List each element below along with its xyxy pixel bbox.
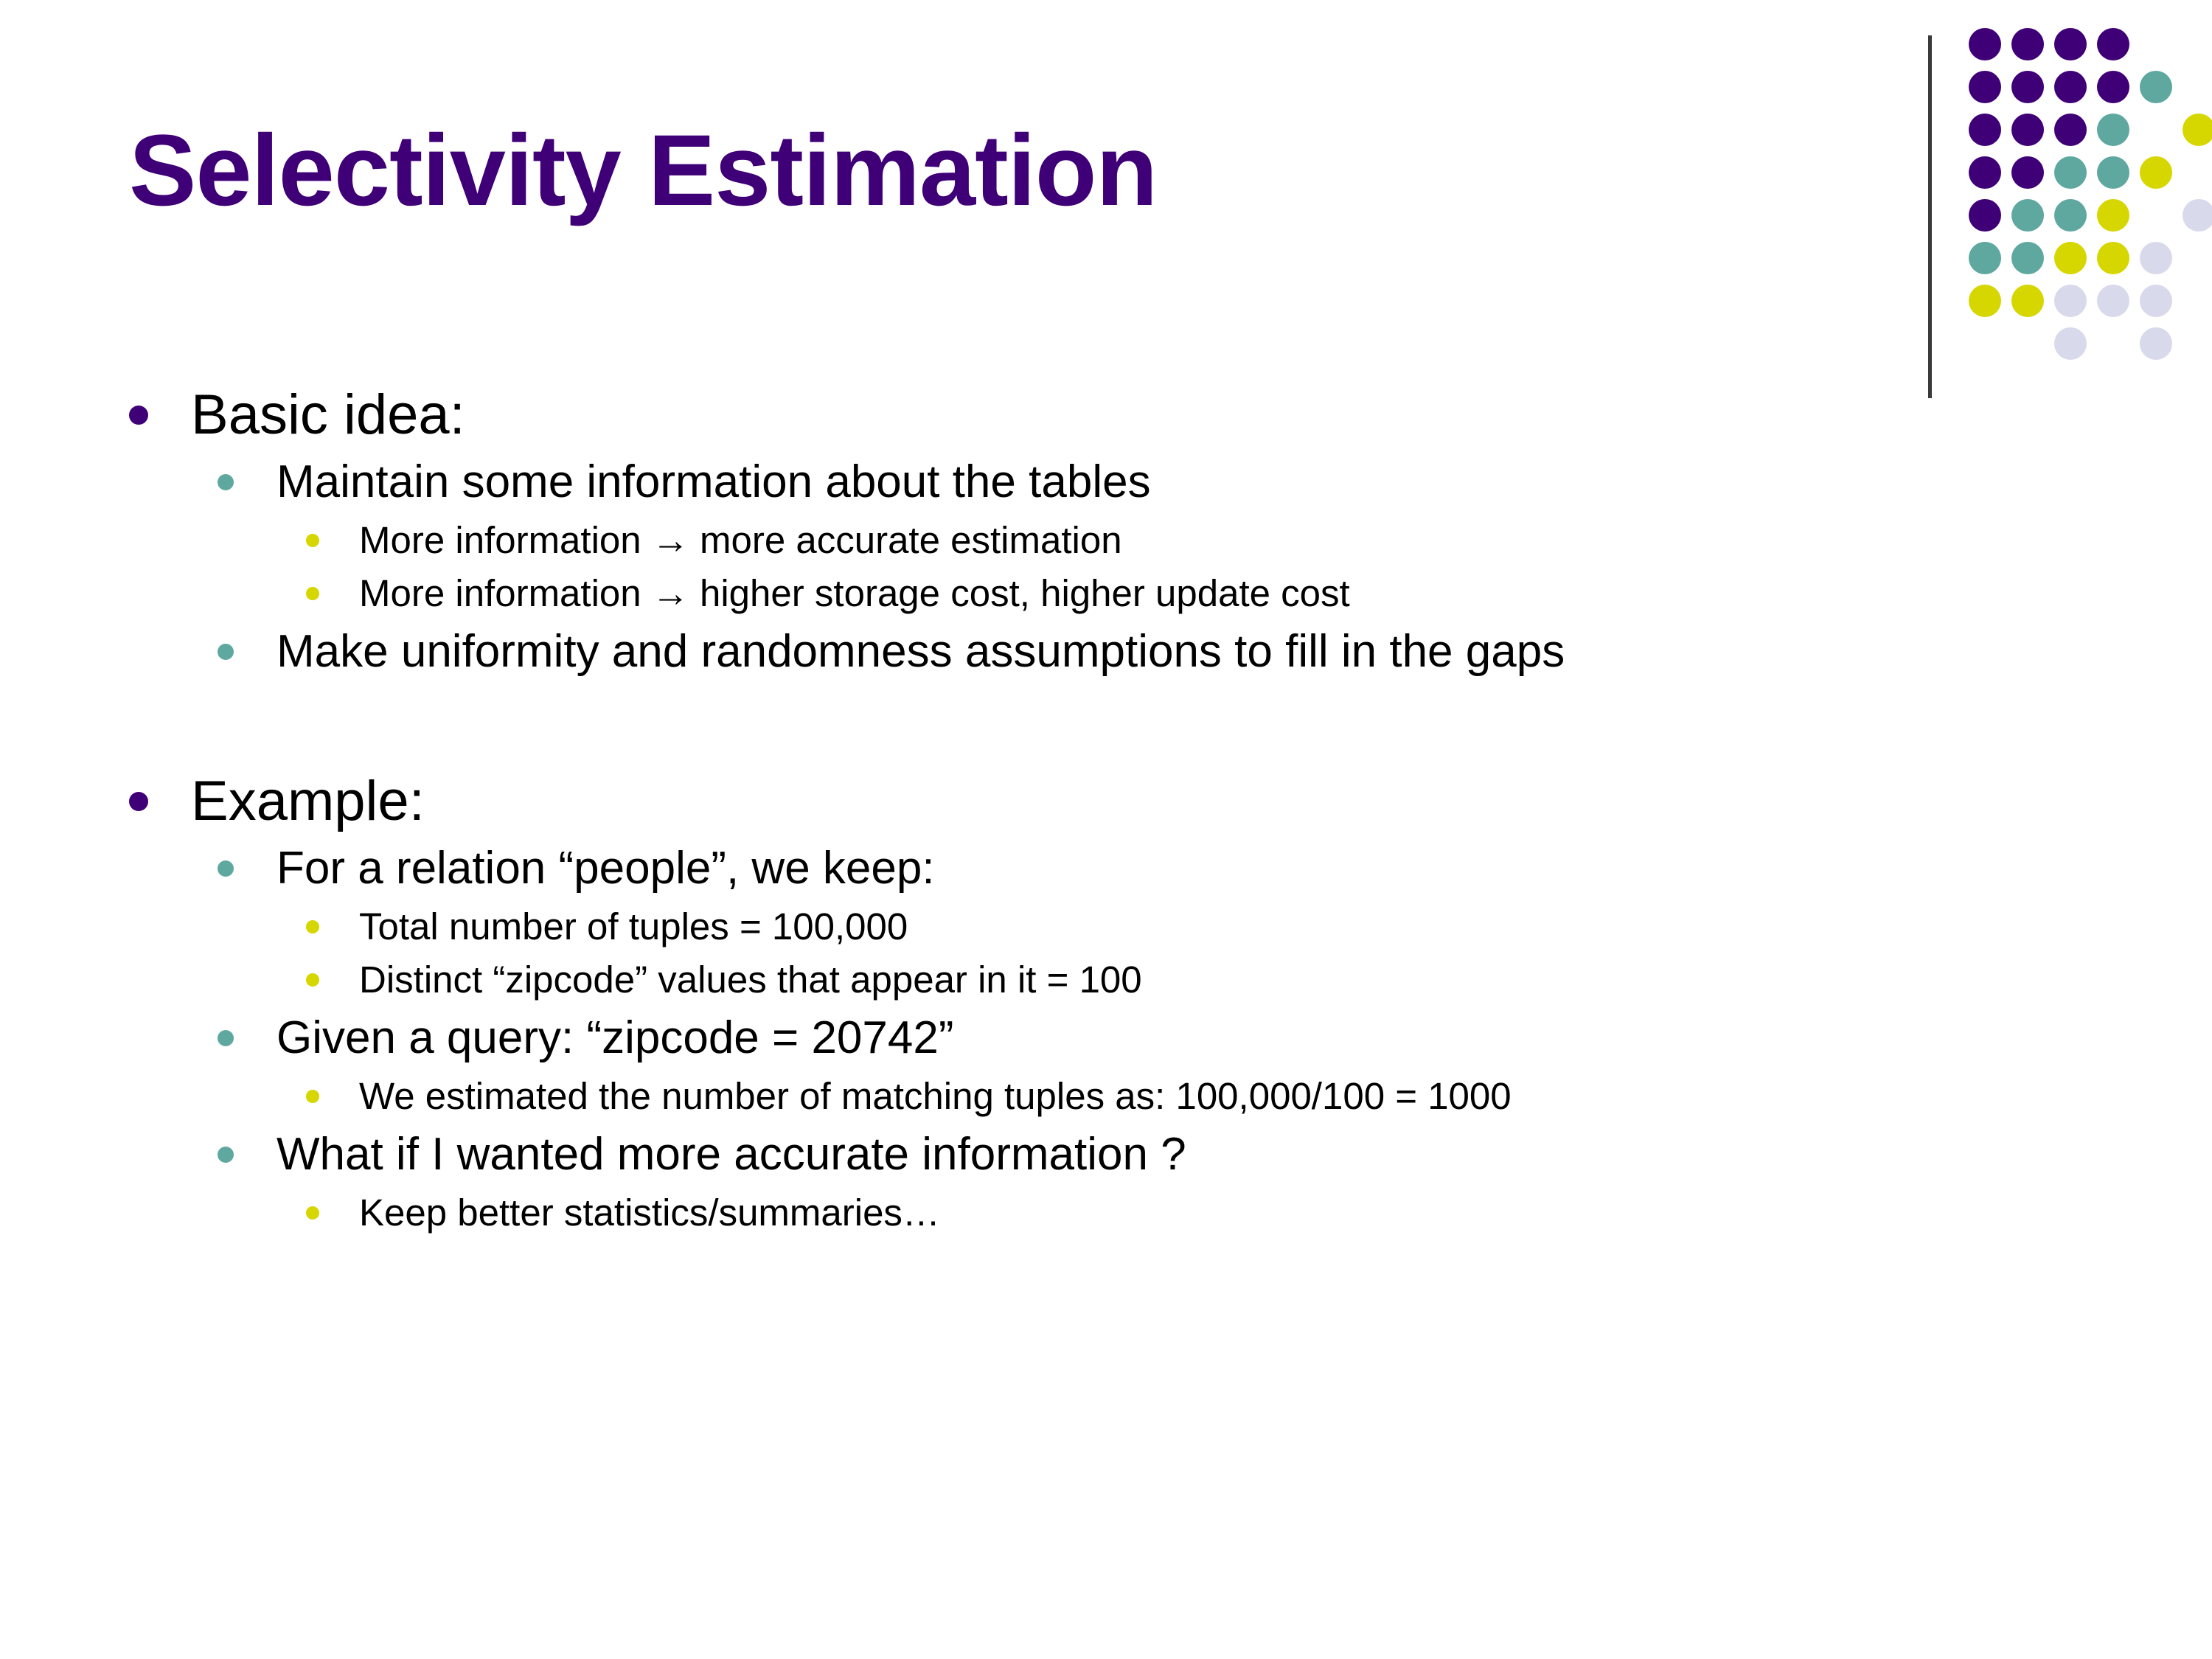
logo-dot xyxy=(2097,28,2129,60)
logo-dot xyxy=(2011,71,2044,103)
logo-dot xyxy=(2097,156,2129,189)
bullet-item-level2: Given a query: “zipcode = 20742” xyxy=(218,1006,2212,1070)
logo-dot xyxy=(1969,242,2001,274)
logo-dot xyxy=(2011,156,2044,189)
logo-dot xyxy=(2140,71,2172,103)
bullet-text: Basic idea: xyxy=(191,383,465,446)
logo-dot xyxy=(2011,114,2044,146)
bullet-marker-icon xyxy=(129,766,191,837)
logo-dot xyxy=(2054,242,2087,274)
bullet-item-level3: Distinct “zipcode” values that appear in… xyxy=(306,953,2212,1006)
logo-dot xyxy=(2097,285,2129,317)
logo-dot xyxy=(2011,28,2044,60)
bullet-item-level1: Example: xyxy=(129,766,2212,837)
logo-dot xyxy=(2097,114,2129,146)
logo-dot xyxy=(1969,114,2001,146)
logo-dot xyxy=(2183,199,2212,232)
bullet-marker-icon xyxy=(129,380,191,451)
logo-dot xyxy=(2054,327,2087,360)
bullet-text: Make uniformity and randomness assumptio… xyxy=(276,626,1565,677)
bullet-marker-icon xyxy=(218,620,276,684)
bullet-marker-icon xyxy=(306,953,359,1006)
logo-dot xyxy=(2054,199,2087,232)
bullet-text: Maintain some information about the tabl… xyxy=(276,456,1151,507)
bullet-text: Given a query: “zipcode = 20742” xyxy=(276,1012,954,1063)
bullet-item-level3: Keep better statistics/summaries… xyxy=(306,1186,2212,1239)
bullet-item-level2: What if I wanted more accurate informati… xyxy=(218,1123,2212,1186)
bullet-marker-icon xyxy=(218,837,276,900)
logo-dot-grid xyxy=(1969,28,2212,382)
logo-dot xyxy=(2140,156,2172,189)
logo-dot xyxy=(1969,71,2001,103)
logo-dot xyxy=(2054,71,2087,103)
bullet-item-level3: More information → more accurate estimat… xyxy=(306,514,2212,567)
bullet-text: We estimated the number of matching tupl… xyxy=(359,1075,1512,1117)
bullet-text: For a relation “people”, we keep: xyxy=(276,843,935,894)
bullet-item-level3: More information → higher storage cost, … xyxy=(306,567,2212,620)
bullet-item-level1: Basic idea: xyxy=(129,380,2212,451)
logo-dot xyxy=(1969,199,2001,232)
logo-dot xyxy=(2054,114,2087,146)
logo-dot xyxy=(2140,285,2172,317)
bullet-text: Distinct “zipcode” values that appear in… xyxy=(359,959,1142,1001)
logo-divider-line xyxy=(1928,35,1932,398)
bullet-item-level2: Maintain some information about the tabl… xyxy=(218,451,2212,514)
logo-dot xyxy=(2097,199,2129,232)
slide-body: Basic idea: Maintain some information abo… xyxy=(0,380,2212,1239)
bullet-marker-icon xyxy=(306,1070,359,1123)
bullet-marker-icon xyxy=(306,514,359,567)
slide-title: Selectivity Estimation xyxy=(129,114,1158,227)
logo-dot xyxy=(1969,28,2001,60)
logo-dot xyxy=(2097,242,2129,274)
logo-dot xyxy=(1969,156,2001,189)
bullet-text: What if I wanted more accurate informati… xyxy=(276,1129,1186,1180)
bullet-marker-icon xyxy=(218,451,276,514)
bullet-marker-icon xyxy=(306,567,359,620)
logo-dot xyxy=(2097,71,2129,103)
logo-dot xyxy=(2054,285,2087,317)
bullet-text: Example: xyxy=(191,770,425,832)
bullet-text: More information → more accurate estimat… xyxy=(359,519,1122,561)
logo-dot xyxy=(2011,285,2044,317)
bullet-marker-icon xyxy=(306,1186,359,1239)
logo-dot xyxy=(2183,114,2212,146)
logo-dot xyxy=(2140,327,2172,360)
bullet-item-level3: We estimated the number of matching tupl… xyxy=(306,1070,2212,1123)
dot-grid-logo xyxy=(1928,0,2212,402)
logo-dot xyxy=(1969,285,2001,317)
bullet-item-level2: Make uniformity and randomness assumptio… xyxy=(218,620,2212,684)
logo-dot xyxy=(2054,156,2087,189)
bullet-text: More information → higher storage cost, … xyxy=(359,572,1350,614)
bullet-spacer xyxy=(0,684,2212,766)
bullet-marker-icon xyxy=(218,1123,276,1186)
logo-dot xyxy=(2140,242,2172,274)
bullet-text: Keep better statistics/summaries… xyxy=(359,1192,940,1234)
bullet-marker-icon xyxy=(218,1006,276,1070)
logo-dot xyxy=(2054,28,2087,60)
logo-dot xyxy=(2011,242,2044,274)
bullet-marker-icon xyxy=(306,900,359,953)
bullet-item-level3: Total number of tuples = 100,000 xyxy=(306,900,2212,953)
bullet-text: Total number of tuples = 100,000 xyxy=(359,905,908,947)
logo-dot xyxy=(2011,199,2044,232)
bullet-item-level2: For a relation “people”, we keep: xyxy=(218,837,2212,900)
